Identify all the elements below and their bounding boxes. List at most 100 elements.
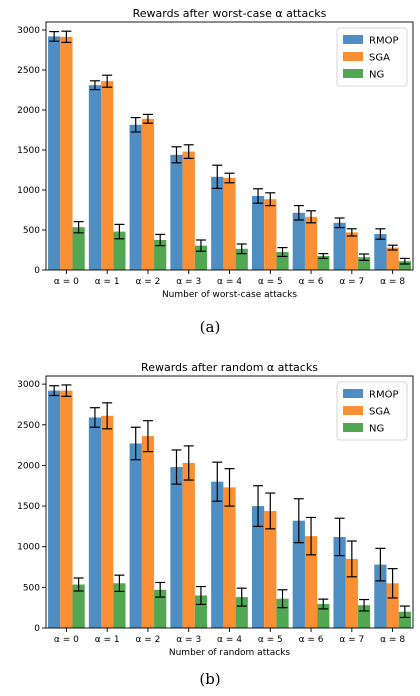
bar-sga-6	[304, 216, 318, 270]
x-axis-label: Number of worst-case attacks	[162, 290, 297, 300]
x-tick-label: α = 2	[135, 635, 160, 645]
error-bar-sga-2	[142, 113, 153, 124]
bar-rmop-3	[170, 154, 183, 270]
x-tick-label: α = 8	[380, 635, 405, 645]
x-tick-label: α = 5	[258, 277, 283, 287]
error-bar-ng-2	[155, 581, 166, 598]
error-bar-sga-6	[306, 210, 317, 224]
error-bar-sga-0	[61, 384, 72, 397]
error-bar-rmop-8	[375, 228, 386, 240]
bar-ng-6	[317, 256, 330, 270]
y-tick-label: 1000	[17, 186, 40, 196]
x-tick-label: α = 0	[54, 635, 79, 645]
bar-sga-6	[304, 536, 318, 628]
legend-label-sga: SGA	[369, 53, 390, 64]
legend-swatch-ng	[343, 69, 363, 78]
error-bar-sga-2	[142, 420, 153, 453]
legend-label-rmop: RMOP	[369, 390, 398, 401]
error-bar-sga-3	[183, 445, 194, 481]
x-tick-label: α = 1	[95, 635, 120, 645]
bar-sga-7	[345, 558, 358, 628]
error-bar-rmop-5	[253, 485, 264, 527]
x-tick-label: α = 2	[135, 277, 160, 287]
error-bar-rmop-8	[375, 547, 386, 582]
error-bar-ng-5	[277, 589, 288, 609]
x-tick-label: α = 0	[54, 277, 79, 287]
y-tick-label: 1500	[17, 502, 40, 512]
y-tick-label: 3000	[17, 380, 40, 390]
error-bar-sga-3	[183, 144, 194, 159]
error-bar-rmop-7	[334, 217, 345, 229]
error-bar-sga-6	[306, 516, 317, 556]
bar-sga-0	[60, 390, 73, 628]
y-tick-label: 3000	[17, 26, 40, 36]
error-bar-rmop-1	[89, 80, 100, 91]
bar-rmop-4	[211, 176, 224, 270]
legend-label-rmop: RMOP	[369, 36, 398, 47]
bar-rmop-0	[48, 36, 61, 271]
bar-rmop-5	[251, 196, 265, 270]
error-bar-ng-6	[318, 598, 329, 610]
bar-sga-8	[386, 247, 399, 270]
bar-sga-1	[101, 81, 114, 270]
bar-rmop-4	[211, 481, 224, 628]
legend: RMOP SGA NG	[336, 27, 408, 87]
error-bar-ng-4	[236, 587, 247, 607]
error-bar-rmop-1	[89, 407, 100, 428]
legend-swatch-sga	[343, 406, 363, 415]
error-bar-sga-5	[265, 192, 276, 207]
bar-ng-6	[317, 604, 330, 628]
x-tick-label: α = 4	[217, 277, 242, 287]
chart-title: Rewards after worst-case α attacks	[133, 7, 327, 20]
y-tick-label: 2500	[17, 66, 40, 76]
bar-rmop-2	[129, 443, 142, 628]
bar-rmop-6	[292, 520, 305, 628]
x-tick-label: α = 7	[339, 635, 364, 645]
y-tick-label: 2000	[17, 461, 40, 471]
bar-rmop-0	[48, 390, 61, 628]
x-tick-label: α = 8	[380, 277, 405, 287]
error-bar-ng-3	[195, 239, 206, 252]
x-tick-label: α = 3	[176, 635, 201, 645]
legend-swatch-rmop	[343, 35, 363, 44]
error-bar-rmop-0	[49, 31, 60, 42]
error-bar-sga-0	[61, 30, 72, 44]
legend-swatch-sga	[343, 52, 363, 61]
chart-b: Rewards after random α attacks 0 500 1000 15…	[17, 361, 414, 658]
x-tick-label: α = 5	[258, 635, 283, 645]
error-bar-rmop-4	[212, 461, 223, 502]
x-tick-label: α = 3	[176, 277, 201, 287]
y-tick-label: 2500	[17, 421, 40, 431]
error-bar-rmop-3	[171, 146, 182, 164]
bar-sga-4	[223, 487, 236, 628]
error-bar-sga-7	[346, 540, 357, 578]
legend: RMOP SGA NG	[336, 381, 408, 441]
error-bar-ng-1	[114, 223, 125, 240]
legend-swatch-ng	[343, 423, 363, 432]
bar-rmop-1	[88, 417, 102, 628]
error-bar-sga-7	[346, 228, 357, 237]
bar-sga-2	[141, 118, 155, 270]
error-bar-rmop-2	[130, 116, 141, 133]
bar-ng-8	[398, 611, 411, 628]
bar-sga-4	[223, 178, 236, 270]
bar-rmop-5	[251, 506, 265, 628]
error-bar-rmop-4	[212, 164, 223, 189]
error-bar-sga-1	[102, 402, 113, 430]
bar-ng-1	[113, 231, 126, 270]
bar-rmop-2	[129, 124, 142, 270]
chart-a: Rewards after worst-case α attacks 0 500 10…	[17, 7, 414, 300]
error-bar-ng-8	[399, 605, 410, 619]
error-bar-rmop-6	[293, 205, 304, 221]
bar-rmop-7	[333, 222, 346, 270]
legend-label-ng: NG	[369, 70, 384, 81]
bar-rmop-7	[333, 536, 346, 628]
caption-b: (b)	[199, 670, 221, 688]
bar-sga-0	[60, 36, 73, 270]
error-bar-sga-1	[102, 74, 113, 88]
bar-rmop-6	[292, 212, 305, 270]
bar-ng-8	[398, 261, 411, 270]
bar-sga-7	[345, 232, 358, 270]
bar-rmop-1	[88, 85, 102, 270]
bar-sga-3	[182, 151, 195, 270]
